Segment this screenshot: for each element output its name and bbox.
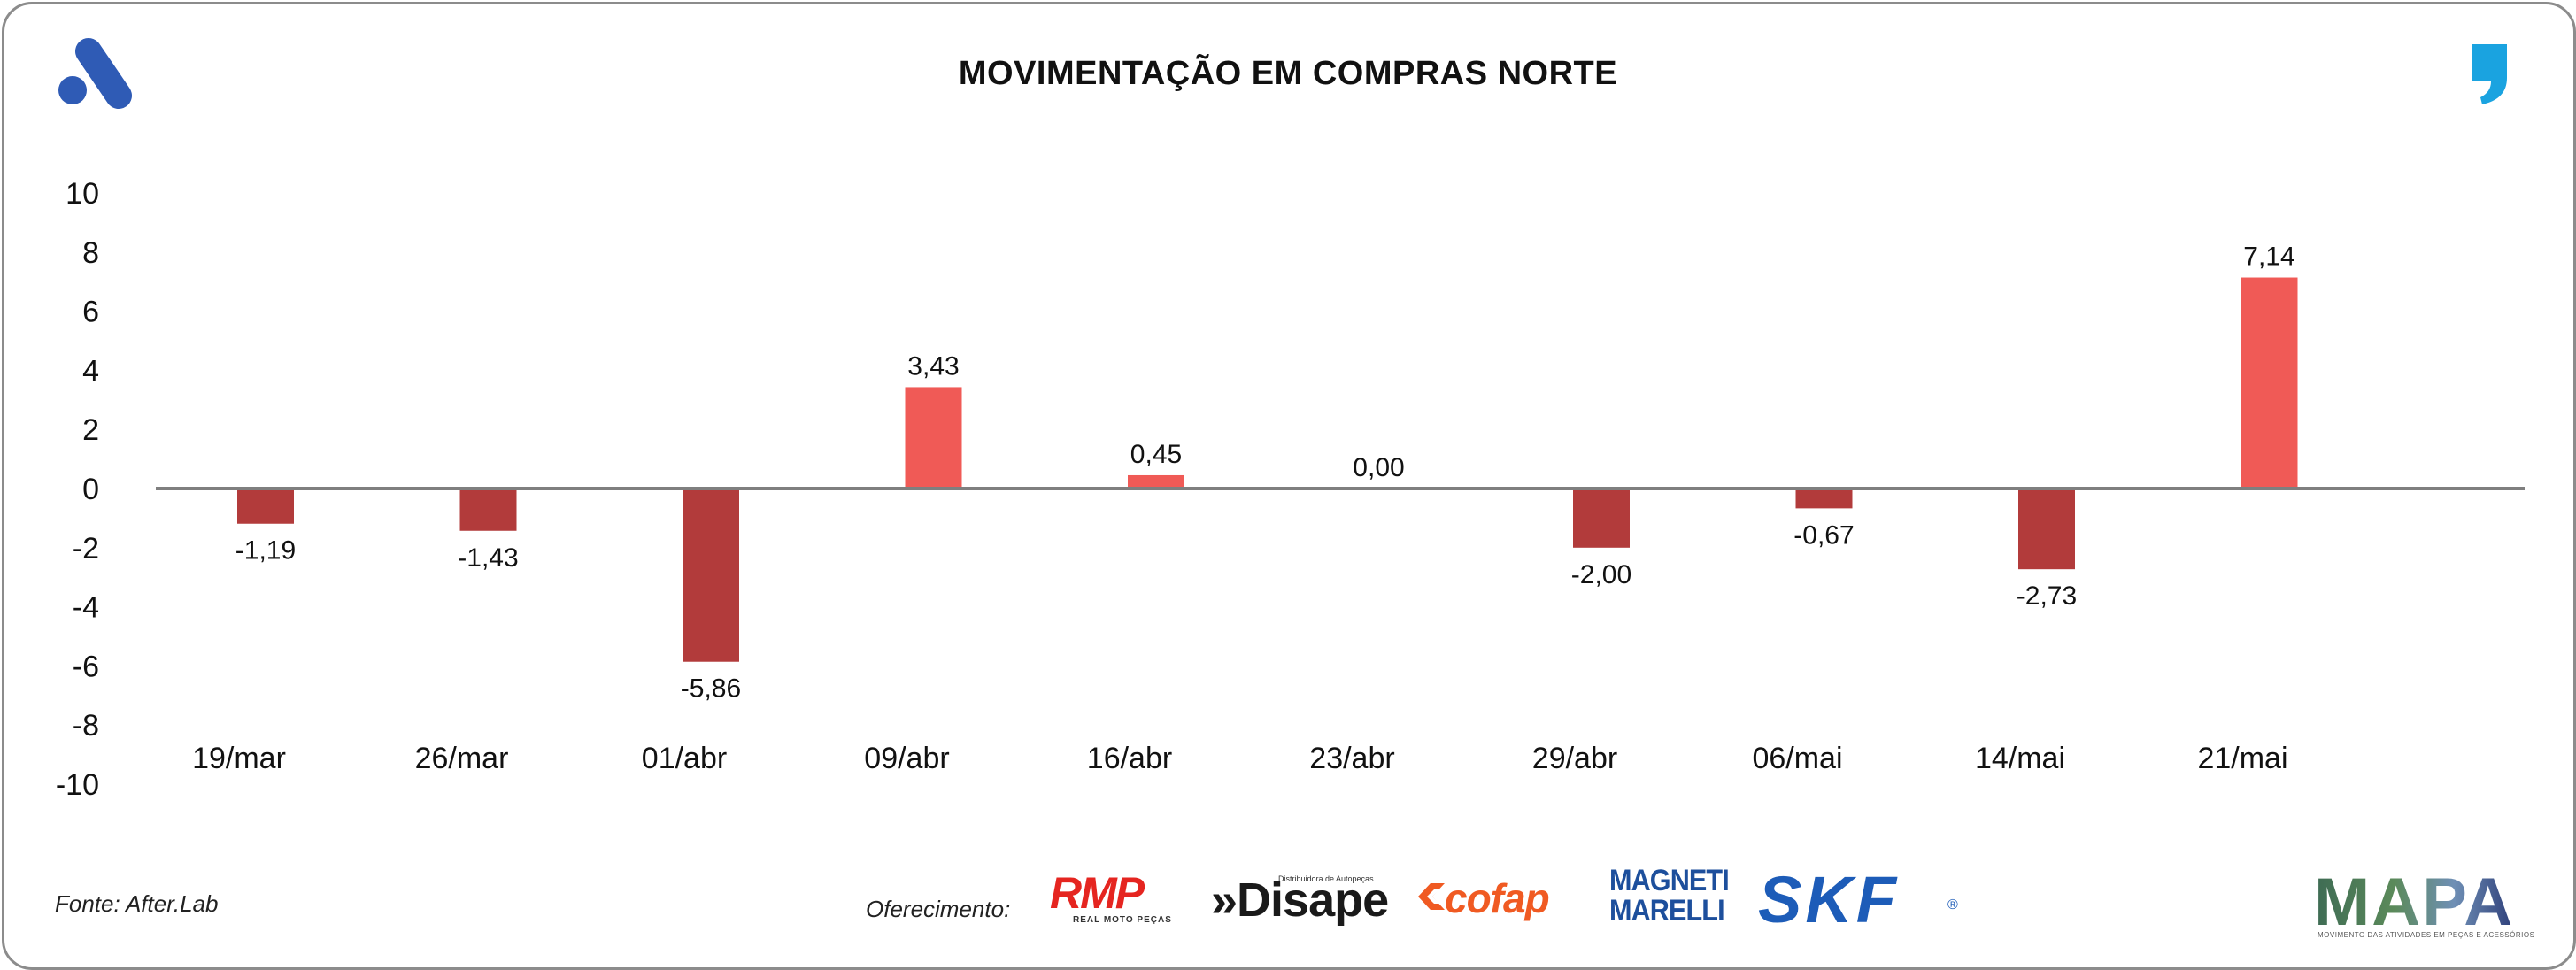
data-label: 3,43 — [907, 351, 959, 381]
x-tick-label: 14/mai — [1975, 742, 2065, 775]
x-tick-label: 21/mai — [2197, 742, 2287, 775]
bar-09-abr — [905, 387, 962, 489]
x-tick-label: 09/abr — [864, 742, 949, 775]
y-tick-label: -2 — [73, 532, 99, 566]
skf-registered-mark: ® — [1947, 897, 1958, 912]
bar-01-abr — [683, 489, 739, 662]
skf-logo-word: SKF — [1758, 863, 1900, 936]
mapa-logo-word: MAPA — [2314, 865, 2515, 940]
disape-logo: Distribuidora de Autopeças »Disape — [1211, 866, 1389, 931]
y-tick-label: 0 — [82, 473, 99, 506]
bar-16-abr — [1128, 474, 1184, 489]
disape-logo-word: »Disape — [1211, 874, 1389, 927]
data-label: -2,73 — [2017, 581, 2077, 611]
y-tick-label: -4 — [73, 591, 99, 625]
data-label: -1,43 — [458, 543, 518, 573]
mapa-logo-tagline: MOVIMENTO DAS ATIVIDADES EM PEÇAS E ACES… — [2318, 931, 2535, 939]
source-note: Fonte: After.Lab — [55, 890, 219, 917]
data-label: 0,45 — [1130, 440, 1182, 469]
disape-logo-tagline: Distribuidora de Autopeças — [1278, 874, 1374, 883]
y-tick-label: 6 — [82, 296, 99, 329]
skf-logo: SKF ® — [1758, 863, 1963, 936]
sponsor-label: Oferecimento: — [866, 896, 1011, 922]
y-tick-label: 10 — [66, 177, 99, 211]
after-lab-logo-icon — [58, 38, 132, 109]
y-tick-label: -10 — [56, 768, 99, 802]
cofap-logo: cofap — [1418, 866, 1595, 931]
data-label: -5,86 — [681, 674, 741, 704]
y-tick-label: -6 — [73, 650, 99, 683]
magneti-logo-line2: MARELLI — [1609, 894, 1725, 928]
cofap-logo-word: cofap — [1445, 875, 1550, 921]
y-tick-label: 2 — [82, 413, 99, 447]
x-tick-label: 01/abr — [642, 742, 727, 775]
x-tick-label: 16/abr — [1087, 742, 1172, 775]
y-tick-label: 8 — [82, 236, 99, 270]
quote-mark-icon — [2472, 44, 2507, 104]
rmp-logo-tagline: REAL MOTO PEÇAS — [1073, 915, 1172, 925]
x-tick-label: 29/abr — [1532, 742, 1617, 775]
mapa-logo: MAPA MOVIMENTO DAS ATIVIDADES EM PEÇAS E… — [2314, 864, 2534, 943]
rmp-logo: RMP REAL MOTO PEÇAS — [1050, 866, 1188, 931]
data-label: -0,67 — [1793, 520, 1854, 550]
bar-29-abr — [1573, 489, 1630, 548]
bar-21-mai — [2241, 277, 2298, 489]
bar-19-mar — [237, 489, 294, 524]
y-tick-label: -8 — [73, 709, 99, 743]
data-label: -1,19 — [235, 536, 296, 566]
rmp-logo-word: RMP — [1050, 868, 1145, 918]
x-tick-label: 26/mar — [415, 742, 509, 775]
y-tick-label: 4 — [82, 354, 99, 388]
bar-06-mai — [1795, 489, 1853, 509]
x-tick-label: 06/mai — [1752, 742, 1842, 775]
bar-26-mar — [459, 489, 517, 531]
chart-title: MOVIMENTAÇÃO EM COMPRAS NORTE — [958, 55, 1618, 92]
magneti-logo-line1: MAGNETI — [1609, 864, 1730, 897]
bar-14-mai — [2018, 489, 2075, 570]
data-label: 7,14 — [2243, 242, 2294, 272]
x-tick-label: 23/abr — [1309, 742, 1394, 775]
cofap-mark-icon — [1418, 883, 1445, 910]
x-tick-label: 19/mar — [192, 742, 286, 775]
data-label: -2,00 — [1571, 560, 1631, 589]
magneti-marelli-logo: MAGNETI MARELLI — [1609, 866, 1742, 931]
data-label: 0,00 — [1353, 453, 1404, 482]
